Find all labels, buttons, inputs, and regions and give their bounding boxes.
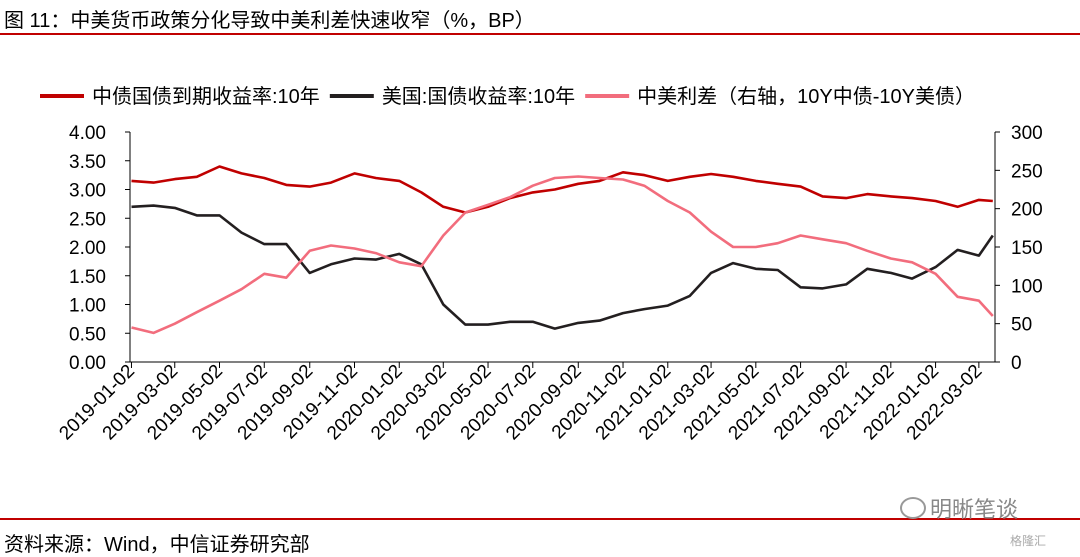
series-line-2: [131, 204, 994, 330]
right-axis-tick-label: 50: [1011, 315, 1032, 336]
source-note: 资料来源：Wind，中信证券研究部: [4, 534, 310, 556]
watermark: 明晰笔谈: [900, 492, 1018, 524]
legend-label-2: 美国:国债收益率:10年: [382, 85, 575, 108]
left-axis-tick-label: 2.50: [69, 209, 106, 230]
right-axis-tick-label: 0: [1011, 353, 1022, 374]
wechat-icon: [900, 497, 926, 519]
left-axis-tick-label: 4.00: [69, 123, 106, 144]
title-rule: [0, 33, 1080, 35]
left-axis-tick-label: 1.00: [69, 296, 106, 317]
left-axis-tick-label: 1.50: [69, 267, 106, 288]
series-line-3: [131, 175, 994, 335]
right-axis-tick-label: 300: [1011, 123, 1043, 144]
right-axis-tick-label: 150: [1011, 238, 1043, 259]
left-axis-tick-label: 2.00: [69, 238, 106, 259]
right-axis-tick-label: 250: [1011, 161, 1043, 182]
legend-label-3: 中美利差（右轴，10Y中债-10Y美债）: [637, 85, 975, 108]
line-chart: 0.00 0.50 1.00 1.50 2.00 2.50 3.00 3.50 4.00 0 50 1…: [40, 85, 1043, 444]
figure-title: 图 11：中美货币政策分化导致中美利差快速收窄（%，BP）: [4, 10, 535, 32]
left-axis-tick-label: 3.00: [69, 181, 106, 202]
left-axis-tick-label: 3.50: [69, 152, 106, 173]
footer-rule: [0, 518, 1080, 520]
corner-logo: 格隆汇: [1010, 534, 1047, 548]
left-axis-tick-label: 0.00: [69, 353, 106, 374]
series-line-1: [131, 165, 993, 214]
right-axis-tick-label: 200: [1011, 200, 1043, 221]
legend-label-1: 中债国债到期收益率:10年: [92, 85, 320, 108]
watermark-text: 明晰笔谈: [930, 497, 1019, 522]
left-axis-tick-label: 0.50: [69, 324, 106, 345]
right-axis-tick-label: 100: [1011, 276, 1043, 297]
